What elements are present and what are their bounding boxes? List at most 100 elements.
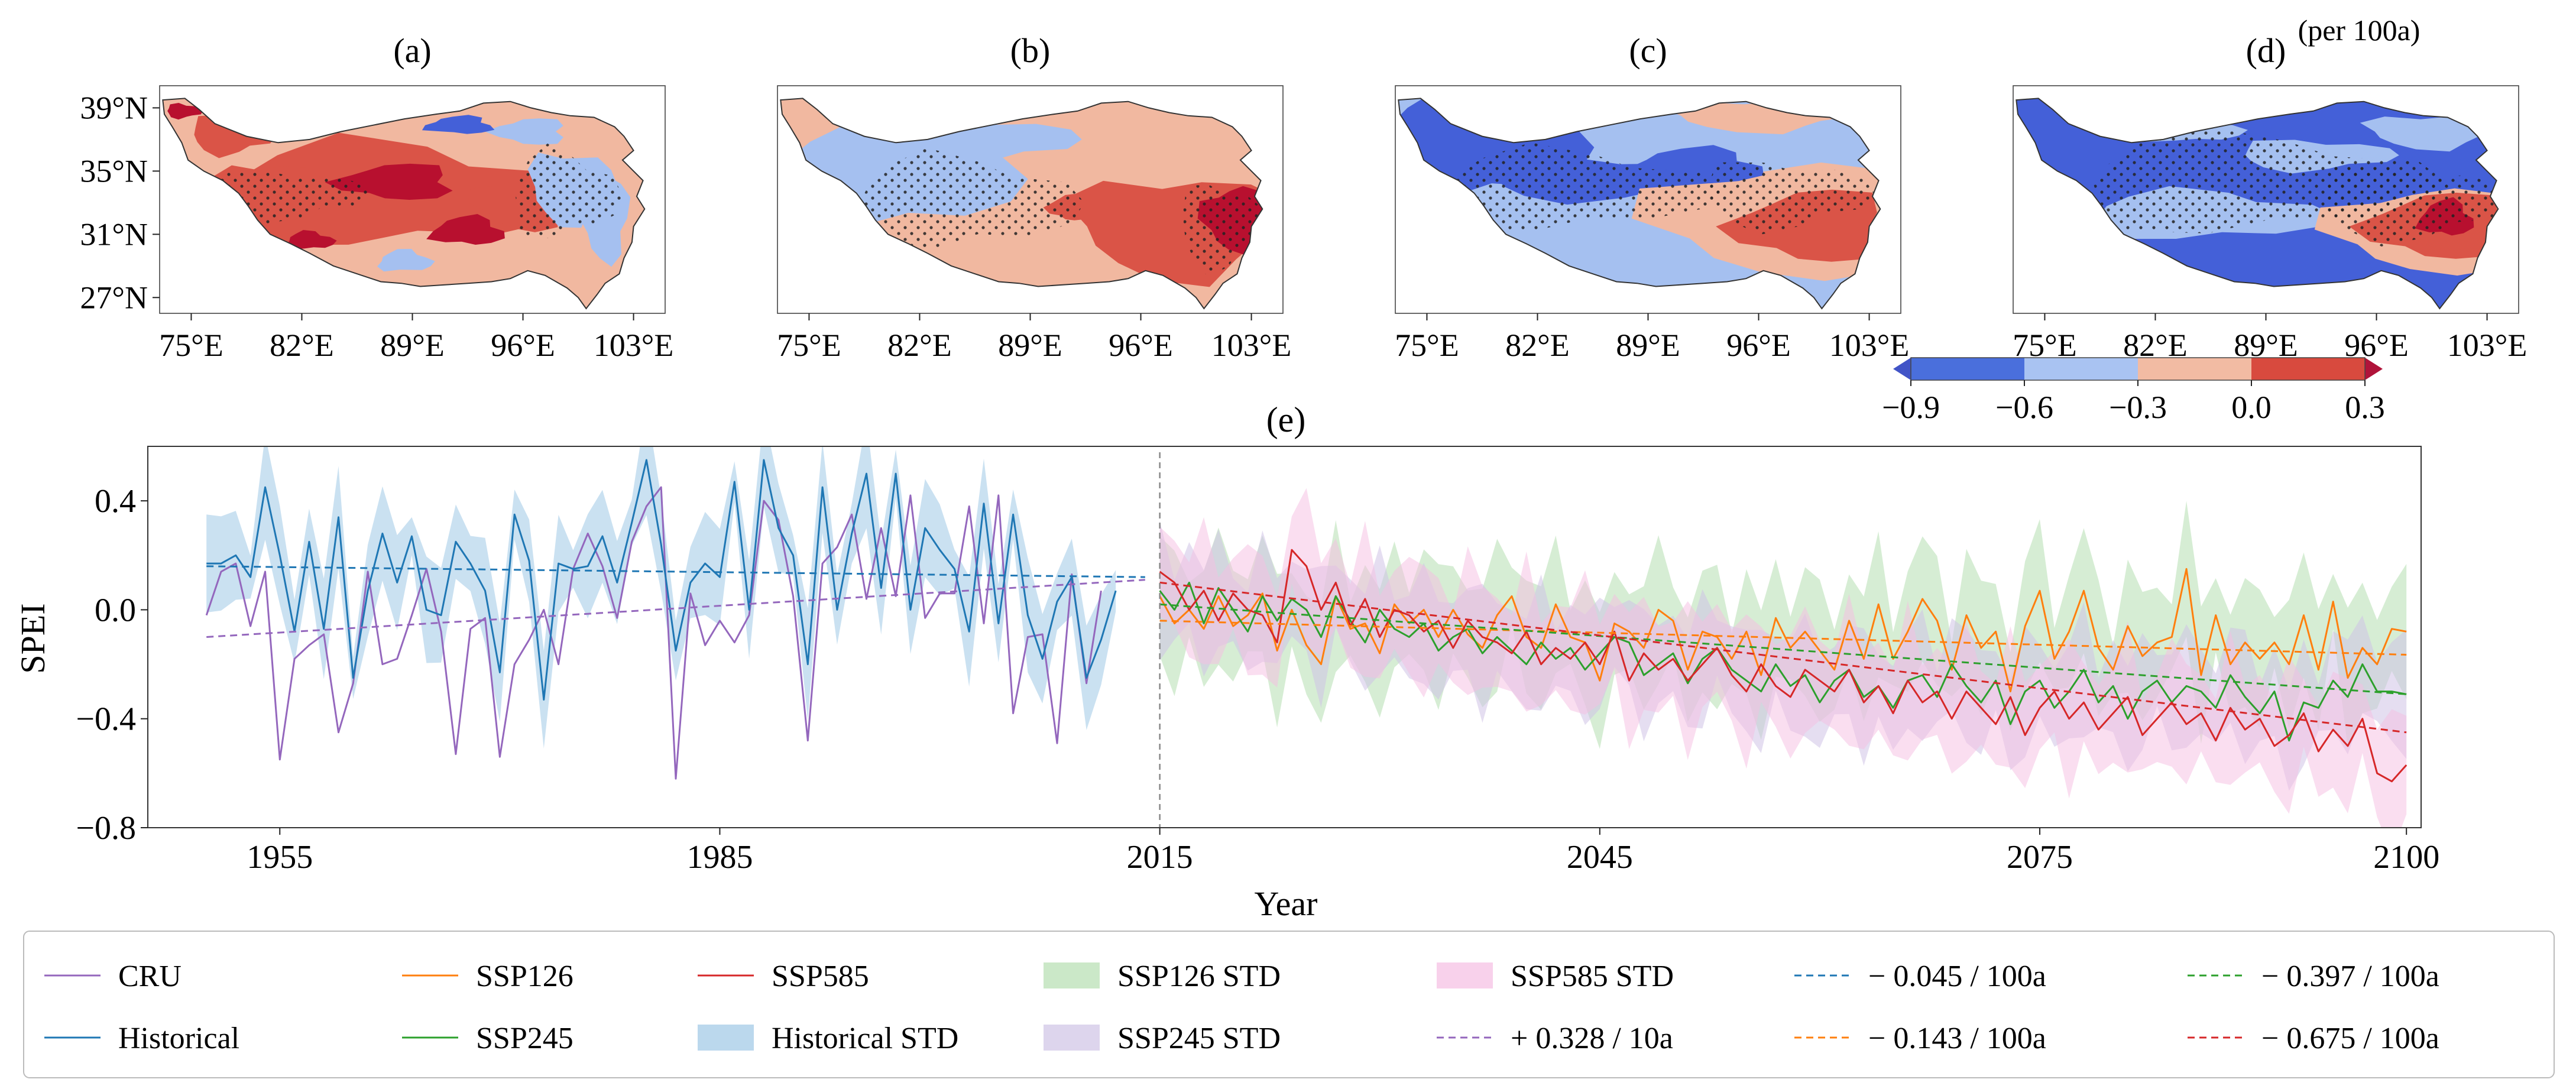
legend-label: − 0.143 / 100a xyxy=(1868,1022,2046,1055)
panel-label: (c) xyxy=(1629,31,1667,70)
lon-tick-label: 103°E xyxy=(594,328,674,363)
x-tick-label: 2045 xyxy=(1567,839,1633,876)
legend-patch-swatch xyxy=(1044,962,1100,988)
plateau-outline xyxy=(2016,98,2499,310)
series-line-historical xyxy=(206,459,1117,701)
significance-stippling xyxy=(1183,185,1263,278)
map-fill xyxy=(780,98,1263,309)
lon-tick-label: 82°E xyxy=(270,328,334,363)
legend-label: SSP585 STD xyxy=(1511,960,1674,993)
plateau-outline xyxy=(780,98,1263,310)
lon-tick-label: 89°E xyxy=(1616,328,1680,363)
legend-label: SSP585 xyxy=(772,960,869,993)
legend-label: − 0.045 / 100a xyxy=(1868,960,2046,993)
legend-label: − 0.397 / 100a xyxy=(2261,960,2439,993)
map-panel-d: (d) 75°E 82°E 89°E 96°E 103°E xyxy=(2013,31,2528,363)
map-panels: (a) 75°E 82°E 89°E 96°E 103°E 39°N 35°N 31°N 27°N… xyxy=(80,14,2528,363)
legend-item: − 0.397 / 100a xyxy=(2188,960,2439,993)
legend-item: Historical xyxy=(44,1022,239,1055)
lon-tick-label: 96°E xyxy=(491,328,555,363)
legend-item: CRU xyxy=(44,960,182,993)
map-region xyxy=(377,249,435,272)
colorbar-over-arrow xyxy=(2365,358,2383,380)
lon-tick-label: 82°E xyxy=(2123,328,2188,363)
colorbar: −0.9 −0.6 −0.3 0.0 0.3 xyxy=(1882,357,2385,425)
legend-item: − 0.045 / 100a xyxy=(1794,960,2046,993)
legend-item: − 0.675 / 100a xyxy=(2188,1022,2439,1055)
legend-box xyxy=(23,931,2555,1078)
x-tick-label: 2075 xyxy=(2007,839,2073,876)
lat-tick-label: 31°N xyxy=(80,216,148,252)
lon-tick-label: 82°E xyxy=(887,328,952,363)
legend-label: SSP245 xyxy=(476,1022,573,1055)
panel-label: (d) xyxy=(2246,31,2286,70)
x-tick-label: 1955 xyxy=(247,839,313,876)
map-fill xyxy=(1398,98,1881,309)
significance-stippling xyxy=(1449,142,1721,231)
y-tick-label: 0.0 xyxy=(95,592,136,628)
legend-item: SSP245 STD xyxy=(1044,1022,1281,1055)
x-axis-label: Year xyxy=(1255,884,1318,923)
map-region xyxy=(484,118,563,145)
lon-tick-label: 103°E xyxy=(2447,328,2528,363)
map-panel-c: (c) 75°E 82°E 89°E 96°E 103°E xyxy=(1395,31,1909,363)
x-tick-label: 2015 xyxy=(1127,839,1193,876)
panel-label: (b) xyxy=(1010,31,1051,70)
std-band-historical-std xyxy=(206,446,1116,749)
legend-item: Historical STD xyxy=(698,1022,958,1055)
x-tick-label: 1985 xyxy=(686,839,753,876)
colorbar-tick-label: −0.3 xyxy=(2109,390,2167,425)
plateau-outline xyxy=(162,98,646,310)
legend-patch-swatch xyxy=(1044,1025,1100,1051)
map-panel-b: (b) 75°E 82°E 89°E 96°E 103°E xyxy=(777,31,1291,363)
legend-item: SSP585 xyxy=(698,960,869,993)
legend-label: SSP126 xyxy=(476,960,573,993)
y-tick-label: −0.4 xyxy=(76,701,136,738)
lon-tick-label: 89°E xyxy=(2234,328,2298,363)
colorbar-bin xyxy=(2138,358,2251,380)
map-region xyxy=(287,230,337,250)
lon-tick-label: 75°E xyxy=(777,328,841,363)
lon-tick-label: 75°E xyxy=(159,328,223,363)
colorbar-tick-label: 0.3 xyxy=(2345,390,2385,425)
legend-label: SSP126 STD xyxy=(1117,960,1281,993)
trend-line-ssp126 xyxy=(1159,620,2407,656)
legend-item: − 0.143 / 100a xyxy=(1794,1022,2046,1055)
plateau-outline xyxy=(1398,98,1881,310)
lon-tick-label: 82°E xyxy=(1505,328,1570,363)
legend: CRU Historical SSP126 SSP245 SSP585 Historica… xyxy=(23,931,2555,1078)
legend-patch-swatch xyxy=(698,1025,754,1051)
legend-label: CRU xyxy=(118,960,182,993)
lon-tick-label: 75°E xyxy=(2013,328,2077,363)
legend-item: SSP245 xyxy=(402,1022,573,1055)
colorbar-under-arrow xyxy=(1893,358,1911,380)
map-region xyxy=(167,103,203,120)
legend-label: + 0.328 / 10a xyxy=(1511,1022,1673,1055)
colorbar-bin xyxy=(2024,358,2138,380)
map-region xyxy=(426,214,505,245)
lat-tick-label: 35°N xyxy=(80,153,148,189)
significance-stippling xyxy=(860,148,1085,249)
units-note: (per 100a) xyxy=(2298,14,2421,47)
spei-timeseries-chart: 1955 1985 2015 2045 2075 2100 0.4 0.0 −0.4 −0.8 (e… xyxy=(14,400,2439,923)
colorbar-bin xyxy=(1911,358,2024,380)
lon-tick-label: 96°E xyxy=(1726,328,1791,363)
series-line-ssp245 xyxy=(1159,581,2407,742)
legend-patch-swatch xyxy=(1437,962,1493,988)
plot-area xyxy=(205,446,2407,828)
lon-tick-label: 96°E xyxy=(1109,328,1173,363)
lon-tick-label: 89°E xyxy=(998,328,1062,363)
map-panel-a: (a) 75°E 82°E 89°E 96°E 103°E 39°N 35°N 31°N 27°N xyxy=(80,31,673,363)
legend-item: + 0.328 / 10a xyxy=(1437,1022,1673,1055)
x-tick-label: 2100 xyxy=(2373,839,2439,876)
legend-label: Historical STD xyxy=(772,1022,958,1055)
significance-stippling xyxy=(218,171,373,224)
colorbar-tick-label: 0.0 xyxy=(2231,390,2272,425)
trend-line-ssp585 xyxy=(1159,581,2407,734)
panel-label: (a) xyxy=(393,31,431,70)
chart-title: (e) xyxy=(1266,400,1306,439)
trend-line-ssp245 xyxy=(1159,603,2407,695)
map-region xyxy=(422,115,495,134)
legend-label: SSP245 STD xyxy=(1117,1022,1281,1055)
